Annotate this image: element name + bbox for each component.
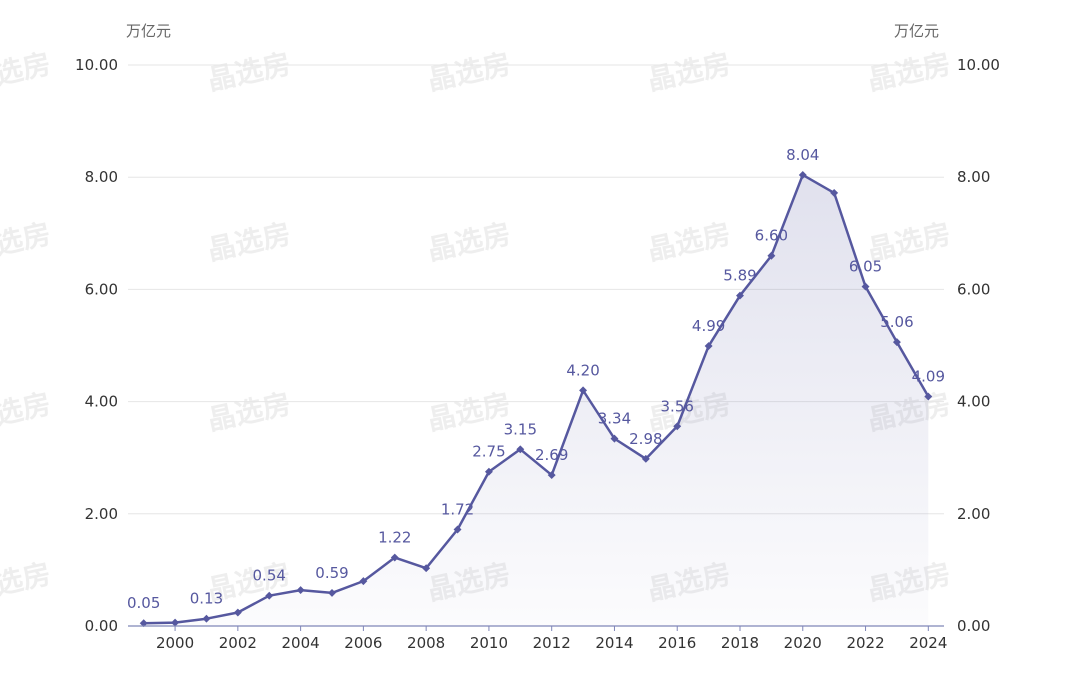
y-tick-label-left: 2.00 xyxy=(85,505,118,523)
data-label: 2.69 xyxy=(535,446,568,464)
watermark-text: 晶选房 xyxy=(425,217,514,267)
watermark-text: 晶选房 xyxy=(0,217,54,267)
data-point xyxy=(296,586,305,595)
watermark-text: 晶选房 xyxy=(205,217,294,267)
data-point xyxy=(767,251,776,260)
data-label: 6.05 xyxy=(849,258,882,276)
watermark-text: 晶选房 xyxy=(0,47,54,97)
x-tick-label: 2014 xyxy=(595,634,633,652)
x-tick-label: 2020 xyxy=(784,634,822,652)
y-tick-label-left: 4.00 xyxy=(85,393,118,411)
x-tick-label: 2016 xyxy=(658,634,696,652)
watermark-text: 晶选房 xyxy=(0,387,54,437)
data-label: 0.59 xyxy=(315,564,348,582)
x-tick-label: 2010 xyxy=(470,634,508,652)
data-label: 4.99 xyxy=(692,317,725,335)
data-label: 0.05 xyxy=(127,594,160,612)
watermark-text: 晶选房 xyxy=(645,217,734,267)
watermark-text: 晶选房 xyxy=(865,47,954,97)
y-axis-unit-right: 万亿元 xyxy=(894,22,939,40)
data-label: 3.56 xyxy=(661,397,694,415)
x-tick-label: 2000 xyxy=(156,634,194,652)
data-label: 3.15 xyxy=(504,420,537,438)
data-point xyxy=(328,588,336,597)
axes: 0.00 0.00 2.00 2.00 4.00 4.00 6.00 6.00 8.00 8.00… xyxy=(75,56,1000,652)
watermark-text: 晶选房 xyxy=(205,387,294,437)
x-tick-label: 2002 xyxy=(219,634,257,652)
data-point xyxy=(547,471,556,480)
x-tick-label: 2022 xyxy=(846,634,884,652)
series-line-path xyxy=(142,173,930,625)
data-point xyxy=(453,525,462,534)
data-labels: 0.05 0.13 0.54 0.59 1.22 1.72 2.75 3.15 2.69 4.20… xyxy=(127,146,945,612)
data-label: 6.60 xyxy=(755,227,788,245)
data-label: 5.89 xyxy=(723,267,756,285)
data-point xyxy=(579,386,588,395)
data-label: 0.54 xyxy=(253,567,286,585)
y-tick-label-left: 0.00 xyxy=(85,617,118,635)
x-tick-label: 2006 xyxy=(344,634,382,652)
data-point xyxy=(516,445,525,454)
watermark-text: 晶选房 xyxy=(425,47,514,97)
data-point xyxy=(610,434,619,443)
watermark-text: 晶选房 xyxy=(205,47,294,97)
x-tick-label: 2024 xyxy=(909,634,947,652)
data-label: 2.98 xyxy=(629,430,662,448)
data-point xyxy=(736,291,744,300)
data-label: 4.09 xyxy=(912,368,945,386)
y-tick-label-right: 10.00 xyxy=(957,56,1000,74)
data-point xyxy=(202,614,211,623)
data-label: 2.75 xyxy=(472,443,505,461)
watermark-text: 晶选房 xyxy=(425,387,514,437)
data-point xyxy=(704,342,713,351)
y-tick-label-right: 2.00 xyxy=(957,505,990,523)
y-tick-label-right: 6.00 xyxy=(957,280,990,298)
data-point xyxy=(484,467,493,476)
x-tick-label: 2008 xyxy=(407,634,445,652)
y-tick-label-right: 0.00 xyxy=(957,617,990,635)
data-point xyxy=(359,577,368,586)
data-point xyxy=(830,188,839,197)
data-label: 3.34 xyxy=(598,410,631,428)
y-tick-label-left: 8.00 xyxy=(85,168,118,186)
data-label: 1.72 xyxy=(441,501,474,519)
data-label: 0.13 xyxy=(190,590,223,608)
data-label: 5.06 xyxy=(880,313,913,331)
x-tick-label: 2012 xyxy=(533,634,571,652)
watermark-text: 晶选房 xyxy=(645,47,734,97)
watermark-text: 晶选房 xyxy=(0,557,54,607)
data-label: 1.22 xyxy=(378,529,411,547)
y-axis-unit-left: 万亿元 xyxy=(126,22,171,40)
data-label: 8.04 xyxy=(786,146,819,164)
x-tick-label: 2018 xyxy=(721,634,759,652)
y-tick-label-right: 4.00 xyxy=(957,393,990,411)
data-label: 4.20 xyxy=(566,361,599,379)
y-tick-label-left: 6.00 xyxy=(85,280,118,298)
data-point xyxy=(892,338,901,347)
x-tick-label: 2004 xyxy=(282,634,320,652)
data-point xyxy=(422,564,431,573)
y-tick-label-right: 8.00 xyxy=(957,168,990,186)
area-fill xyxy=(143,174,929,626)
y-tick-label-left: 10.00 xyxy=(75,56,118,74)
series-line xyxy=(142,173,930,625)
series-area xyxy=(143,174,929,626)
data-point xyxy=(390,553,399,562)
